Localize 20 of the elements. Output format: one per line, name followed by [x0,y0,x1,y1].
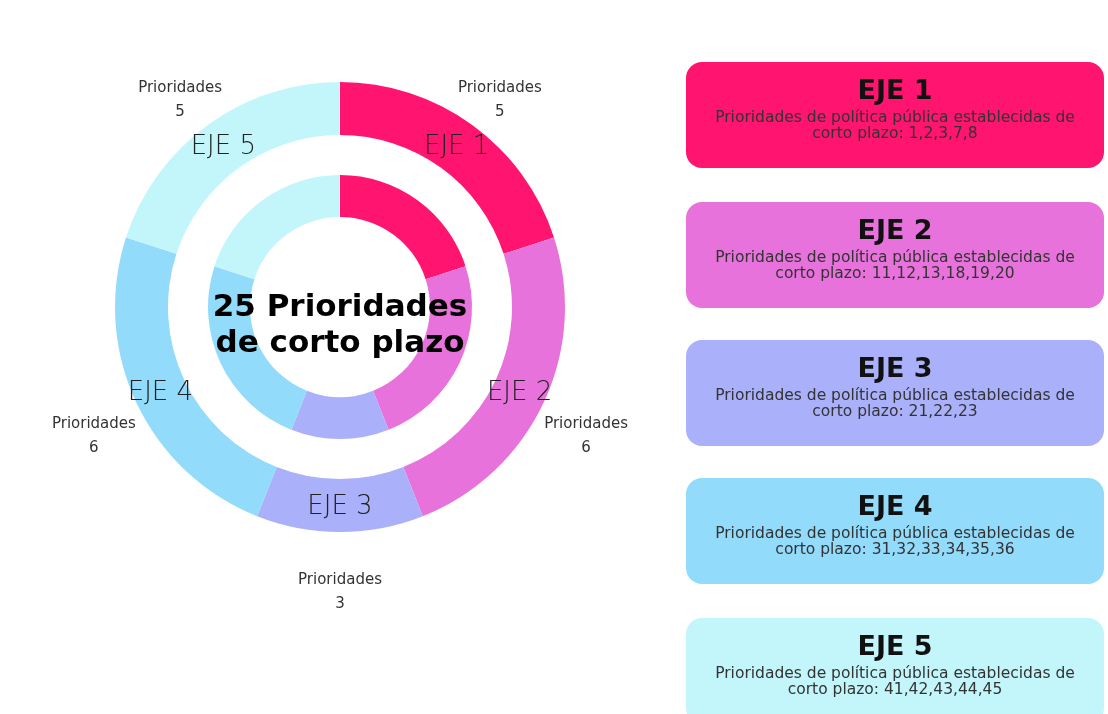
text: Prioridades 6 [544,413,629,456]
text: Prioridades 5 [457,77,542,120]
text: Prioridades 6 [51,413,136,456]
slice-label: EJE 3 [307,489,373,520]
category-label: EJE 1 [856,74,934,105]
text: Prioridades 5 [138,77,223,120]
text-card: EJE 3 Prioridades de política pública establecidas de corto plazo: 21,22,23 [686,340,1104,446]
text-card: EJE 2 Prioridades de política pública establecidas de corto plazo: 11,12,13,18,19,20 [686,202,1104,308]
category-label: EJE 4 [856,490,934,521]
slice-label: EJE 1 [424,130,490,161]
text-card: EJE 5 Prioridades de política pública establecidas de corto plazo: 41,42,43,44,45 [686,618,1104,714]
text-card: EJE 1 Prioridades de política pública establecidas de corto plazo: 1,2,3,7,8 [686,62,1104,168]
text: Prioridades 3 [298,570,382,612]
category-label: EJE 3 [856,352,934,383]
category-label: EJE 2 [856,214,934,245]
slice-label: EJE 5 [190,130,256,161]
text-card: EJE 4 Prioridades de política pública establecidas de corto plazo: 31,32,33,34,35,36 [686,478,1104,584]
slice-label: EJE 2 [486,375,553,406]
category-label: EJE 5 [856,630,934,661]
slice-label: EJE 4 [127,375,194,406]
